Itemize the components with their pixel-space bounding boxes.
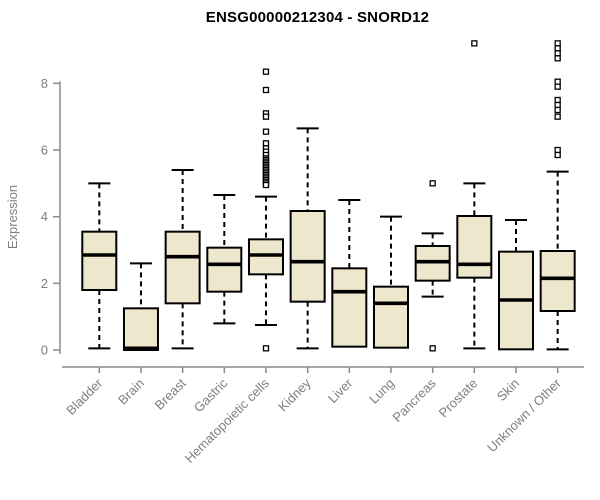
box-group: Skin xyxy=(494,219,534,404)
x-category-label: Gastric xyxy=(191,375,231,415)
box-group: Breast xyxy=(152,169,201,413)
outlier-point xyxy=(262,140,270,147)
x-category-label: Pancreas xyxy=(389,375,439,425)
outlier-point xyxy=(262,68,270,75)
box-group: Gastric xyxy=(191,194,243,415)
outlier-point xyxy=(262,345,270,352)
x-category-label: Skin xyxy=(494,376,522,404)
outlier-point xyxy=(554,40,561,47)
x-category-label: Bladder xyxy=(63,375,106,418)
y-tick-label: 8 xyxy=(41,76,48,91)
outlier-point xyxy=(554,146,561,154)
x-category-label: Unknown / Other xyxy=(484,375,564,455)
box-group: Liver xyxy=(325,199,368,406)
outlier-point xyxy=(262,86,270,94)
iqr-box xyxy=(456,215,493,279)
iqr-box xyxy=(122,307,159,351)
outlier-point xyxy=(554,106,561,114)
outlier-point xyxy=(554,50,561,57)
outlier-point xyxy=(554,83,561,90)
iqr-box xyxy=(372,285,409,349)
outlier-point xyxy=(554,101,561,109)
outlier-point xyxy=(554,151,561,159)
outlier-point xyxy=(554,55,561,62)
iqr-box xyxy=(81,230,118,292)
x-category-label: Brain xyxy=(115,376,147,408)
x-category-label: Lung xyxy=(366,376,397,407)
outlier-point xyxy=(554,45,561,52)
x-category-label: Kidney xyxy=(275,375,314,414)
iqr-box xyxy=(247,238,284,276)
iqr-box xyxy=(539,250,576,313)
chart-title: ENSG00000212304 - SNORD12 xyxy=(205,9,430,26)
y-tick-label: 2 xyxy=(41,276,48,291)
box-group: Brain xyxy=(115,262,159,408)
iqr-box xyxy=(164,230,201,305)
y-tick-label: 4 xyxy=(41,209,48,224)
x-category-label: Prostate xyxy=(436,376,481,421)
x-category-label: Liver xyxy=(325,375,356,406)
outlier-point xyxy=(262,113,270,120)
outlier-point xyxy=(429,345,436,352)
iqr-box xyxy=(289,210,326,303)
outlier-point xyxy=(554,113,561,120)
outlier-point xyxy=(262,128,270,135)
outlier-point xyxy=(471,40,478,47)
iqr-box xyxy=(331,267,368,348)
y-axis-label: Expression xyxy=(5,185,20,249)
y-tick-label: 0 xyxy=(41,343,48,358)
box-group: Bladder xyxy=(63,182,118,418)
outlier-point xyxy=(554,96,561,104)
x-category-label: Breast xyxy=(152,375,189,412)
box-group: Lung xyxy=(366,215,409,407)
outlier-point xyxy=(429,180,436,187)
y-tick-label: 6 xyxy=(41,143,48,158)
box-group: Prostate xyxy=(436,40,493,421)
outlier-point xyxy=(554,78,561,85)
outlier-point xyxy=(262,181,270,189)
iqr-box xyxy=(206,246,243,293)
